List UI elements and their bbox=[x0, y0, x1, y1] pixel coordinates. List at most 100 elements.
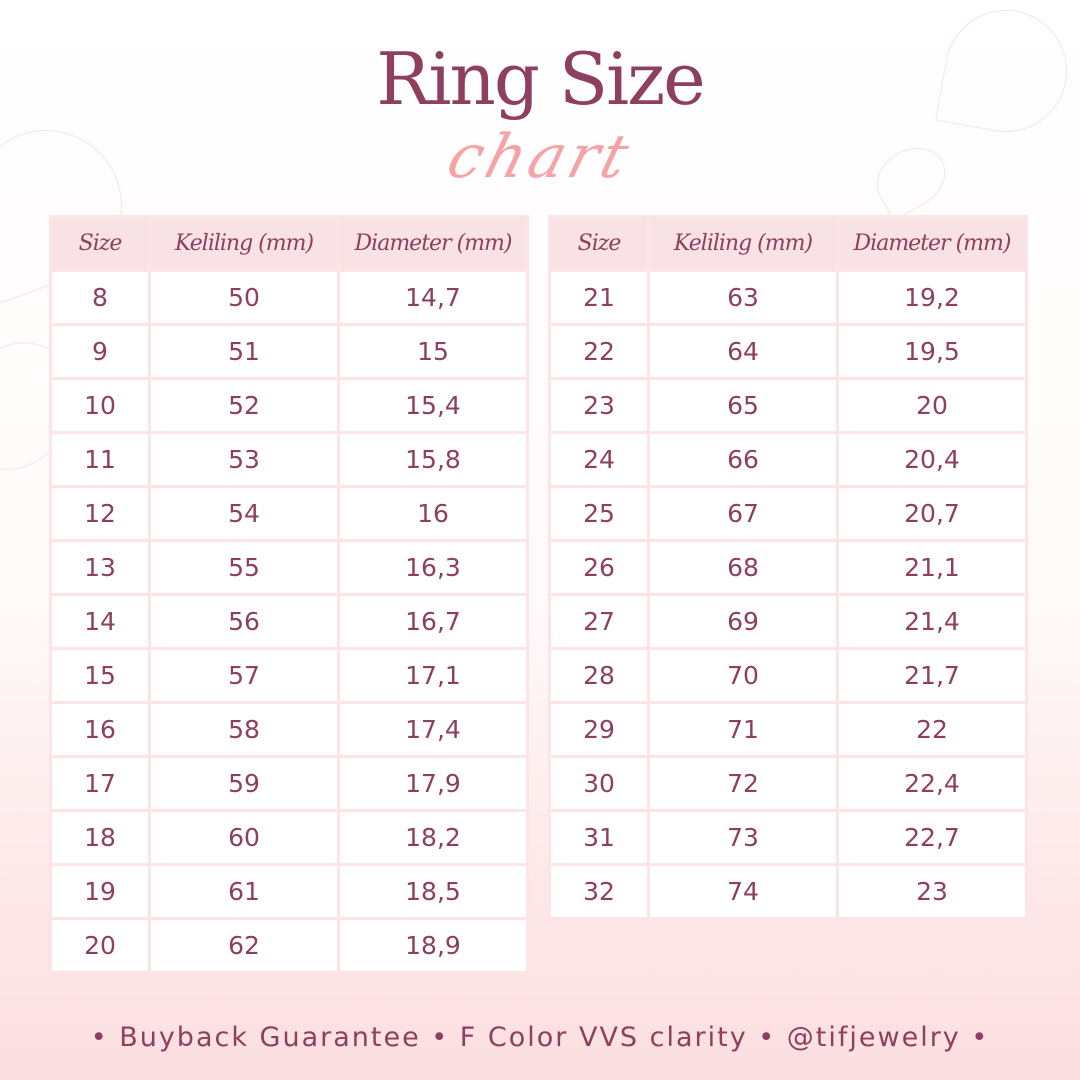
cell-size: 12 bbox=[52, 488, 148, 539]
cell-diameter: 18,2 bbox=[340, 812, 526, 863]
cell-size: 30 bbox=[551, 758, 647, 809]
footer-tagline: • Buyback Guarantee • F Color VVS clarit… bbox=[90, 1022, 990, 1053]
cell-keliling: 51 bbox=[151, 326, 337, 377]
cell-keliling: 57 bbox=[151, 650, 337, 701]
cell-size: 22 bbox=[551, 326, 647, 377]
table-row: 23 65 20 bbox=[551, 380, 1025, 431]
cell-size: 10 bbox=[52, 380, 148, 431]
table-row: 30 72 22,4 bbox=[551, 758, 1025, 809]
cell-size: 23 bbox=[551, 380, 647, 431]
cell-diameter: 15 bbox=[340, 326, 526, 377]
cell-diameter: 17,1 bbox=[340, 650, 526, 701]
size-table-right: Size Keliling (mm) Diameter (mm) 21 63 19,… bbox=[548, 215, 1028, 920]
cell-size: 9 bbox=[52, 326, 148, 377]
cell-size: 21 bbox=[551, 272, 647, 323]
cell-size: 19 bbox=[52, 866, 148, 917]
page-subtitle: chart bbox=[440, 122, 640, 192]
table-row: 26 68 21,1 bbox=[551, 542, 1025, 593]
table-row: 27 69 21,4 bbox=[551, 596, 1025, 647]
cell-keliling: 61 bbox=[151, 866, 337, 917]
cell-diameter: 16,7 bbox=[340, 596, 526, 647]
table-row: 15 57 17,1 bbox=[52, 650, 526, 701]
cell-keliling: 64 bbox=[650, 326, 836, 377]
cell-size: 11 bbox=[52, 434, 148, 485]
cell-keliling: 68 bbox=[650, 542, 836, 593]
cell-diameter: 20 bbox=[839, 380, 1025, 431]
cell-diameter: 15,4 bbox=[340, 380, 526, 431]
cell-diameter: 17,4 bbox=[340, 704, 526, 755]
cell-diameter: 14,7 bbox=[340, 272, 526, 323]
cell-diameter: 19,2 bbox=[839, 272, 1025, 323]
table-row: 10 52 15,4 bbox=[52, 380, 526, 431]
cell-size: 26 bbox=[551, 542, 647, 593]
header-size: Size bbox=[551, 218, 647, 269]
cell-keliling: 72 bbox=[650, 758, 836, 809]
page-title: Ring Size bbox=[376, 37, 705, 121]
cell-keliling: 65 bbox=[650, 380, 836, 431]
cell-diameter: 19,5 bbox=[839, 326, 1025, 377]
table-row: 17 59 17,9 bbox=[52, 758, 526, 809]
cell-keliling: 66 bbox=[650, 434, 836, 485]
cell-size: 31 bbox=[551, 812, 647, 863]
cell-keliling: 53 bbox=[151, 434, 337, 485]
cell-size: 20 bbox=[52, 920, 148, 971]
cell-keliling: 54 bbox=[151, 488, 337, 539]
cell-keliling: 71 bbox=[650, 704, 836, 755]
cell-diameter: 17,9 bbox=[340, 758, 526, 809]
cell-size: 28 bbox=[551, 650, 647, 701]
cell-keliling: 55 bbox=[151, 542, 337, 593]
table-row: 28 70 21,7 bbox=[551, 650, 1025, 701]
table-row: 29 71 22 bbox=[551, 704, 1025, 755]
cell-keliling: 70 bbox=[650, 650, 836, 701]
cell-size: 16 bbox=[52, 704, 148, 755]
cell-keliling: 74 bbox=[650, 866, 836, 917]
cell-size: 24 bbox=[551, 434, 647, 485]
cell-size: 29 bbox=[551, 704, 647, 755]
cell-keliling: 56 bbox=[151, 596, 337, 647]
cell-size: 25 bbox=[551, 488, 647, 539]
table-row: 31 73 22,7 bbox=[551, 812, 1025, 863]
cell-size: 8 bbox=[52, 272, 148, 323]
table-row: 12 54 16 bbox=[52, 488, 526, 539]
cell-keliling: 58 bbox=[151, 704, 337, 755]
cell-keliling: 50 bbox=[151, 272, 337, 323]
cell-diameter: 21,7 bbox=[839, 650, 1025, 701]
table-row: 24 66 20,4 bbox=[551, 434, 1025, 485]
table-row: 11 53 15,8 bbox=[52, 434, 526, 485]
cell-diameter: 20,7 bbox=[839, 488, 1025, 539]
cell-size: 27 bbox=[551, 596, 647, 647]
table-row: 21 63 19,2 bbox=[551, 272, 1025, 323]
header-diameter: Diameter (mm) bbox=[340, 218, 526, 269]
cell-diameter: 20,4 bbox=[839, 434, 1025, 485]
cell-diameter: 16 bbox=[340, 488, 526, 539]
cell-size: 18 bbox=[52, 812, 148, 863]
table-row: 20 62 18,9 bbox=[52, 920, 526, 971]
table-row: 22 64 19,5 bbox=[551, 326, 1025, 377]
table-row: 8 50 14,7 bbox=[52, 272, 526, 323]
header-keliling: Keliling (mm) bbox=[151, 218, 337, 269]
cell-keliling: 67 bbox=[650, 488, 836, 539]
cell-diameter: 21,4 bbox=[839, 596, 1025, 647]
header-size: Size bbox=[52, 218, 148, 269]
table-row: 16 58 17,4 bbox=[52, 704, 526, 755]
cell-size: 15 bbox=[52, 650, 148, 701]
cell-keliling: 73 bbox=[650, 812, 836, 863]
cell-diameter: 22,7 bbox=[839, 812, 1025, 863]
cell-size: 13 bbox=[52, 542, 148, 593]
header-diameter: Diameter (mm) bbox=[839, 218, 1025, 269]
cell-keliling: 69 bbox=[650, 596, 836, 647]
cell-keliling: 60 bbox=[151, 812, 337, 863]
cell-keliling: 59 bbox=[151, 758, 337, 809]
cell-keliling: 52 bbox=[151, 380, 337, 431]
table-row: 14 56 16,7 bbox=[52, 596, 526, 647]
cell-diameter: 15,8 bbox=[340, 434, 526, 485]
header-keliling: Keliling (mm) bbox=[650, 218, 836, 269]
size-table-left: Size Keliling (mm) Diameter (mm) 8 50 14,7… bbox=[49, 215, 529, 974]
table-row: 25 67 20,7 bbox=[551, 488, 1025, 539]
cell-size: 32 bbox=[551, 866, 647, 917]
table-row: 19 61 18,5 bbox=[52, 866, 526, 917]
cell-keliling: 62 bbox=[151, 920, 337, 971]
table-row: 9 51 15 bbox=[52, 326, 526, 377]
cell-diameter: 16,3 bbox=[340, 542, 526, 593]
table-row: 32 74 23 bbox=[551, 866, 1025, 917]
